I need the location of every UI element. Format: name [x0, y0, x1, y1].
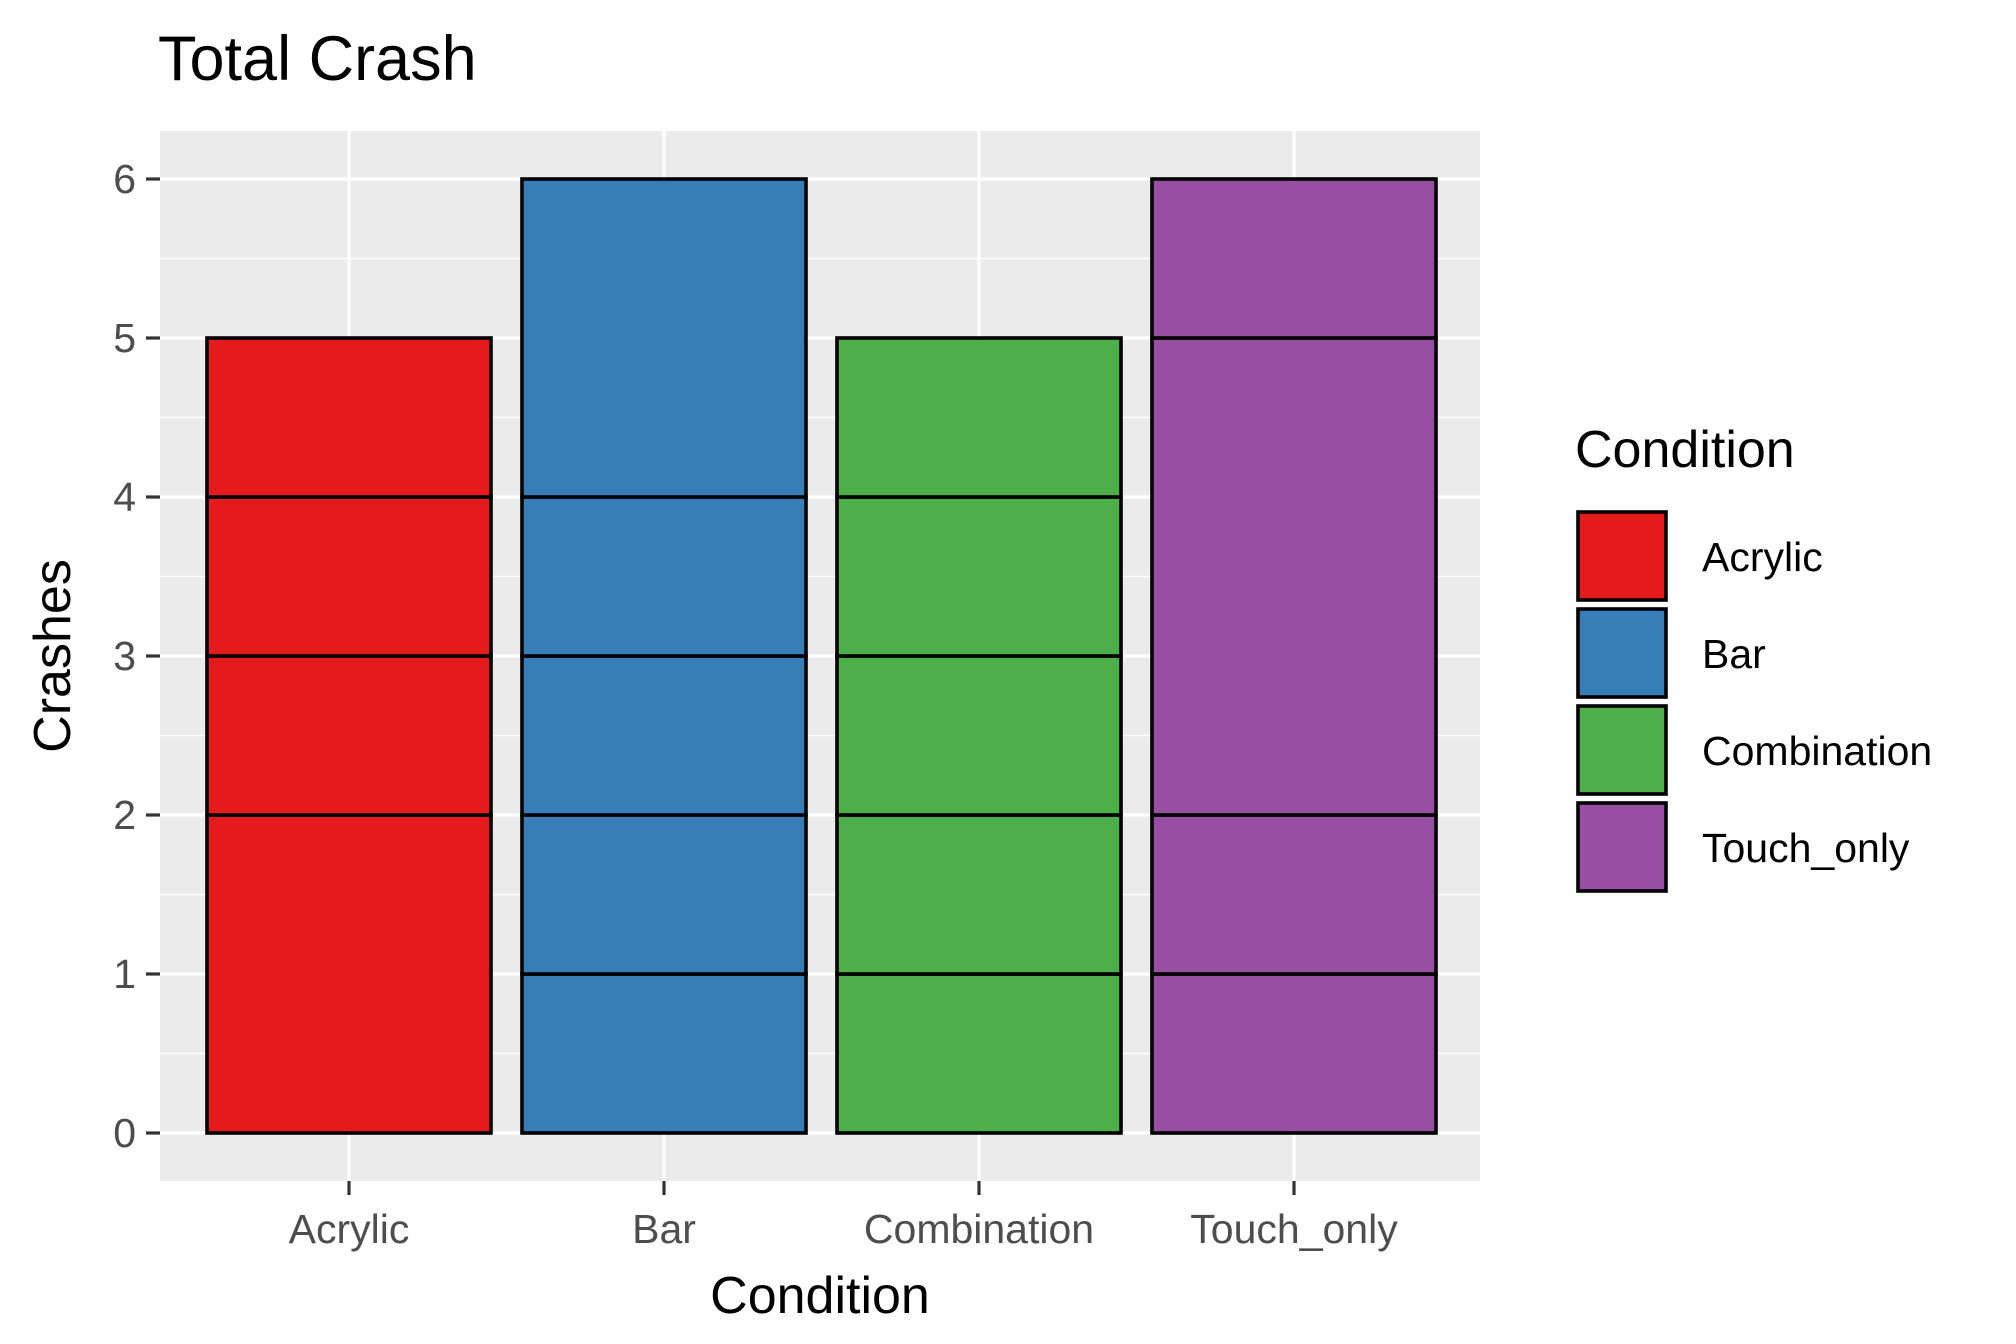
y-tick-label: 1: [113, 951, 136, 997]
legend: Condition Acrylic Bar Combination Touch_onl…: [1575, 421, 1932, 893]
bar-segment-touch-only: [1150, 177, 1438, 340]
y-tick-label: 0: [113, 1110, 136, 1156]
y-axis: 0 1 2 3 4 5 6: [113, 156, 160, 1156]
legend-label: Acrylic: [1702, 534, 1823, 580]
y-tick-label: 4: [113, 474, 136, 520]
chart-title: Total Crash: [158, 24, 477, 94]
legend-key-bar: [1576, 607, 1668, 699]
legend-key-acrylic: [1576, 510, 1668, 602]
y-tick-label: 2: [113, 792, 136, 838]
legend-label: Bar: [1702, 631, 1766, 677]
bar-segment-combination: [835, 654, 1123, 817]
bar-segment-touch-only: [1150, 813, 1438, 976]
x-tick-label: Bar: [632, 1206, 696, 1252]
bar-segment-bar: [520, 654, 808, 817]
x-tick-label: Touch_only: [1190, 1206, 1398, 1252]
bars: [205, 177, 1438, 1135]
bar-segment-bar: [520, 813, 808, 976]
bar-segment-bar: [520, 495, 808, 658]
bar-segment-combination: [835, 495, 1123, 658]
legend-key-touch-only: [1576, 801, 1668, 893]
bar-segment-combination: [835, 813, 1123, 976]
legend-title: Condition: [1575, 421, 1795, 479]
x-tick-label: Acrylic: [289, 1206, 410, 1252]
bar-segment-acrylic: [205, 495, 493, 658]
bar-segment-acrylic: [205, 336, 493, 499]
bar-segment-combination: [835, 336, 1123, 499]
bar-segment-touch-only: [1150, 972, 1438, 1135]
y-axis-title: Crashes: [24, 559, 82, 753]
legend-label: Touch_only: [1702, 825, 1910, 871]
bar-segment-touch-only: [1150, 336, 1438, 817]
y-tick-label: 6: [113, 156, 136, 202]
bar-segment-acrylic: [205, 654, 493, 817]
legend-label: Combination: [1702, 728, 1932, 774]
y-tick-label: 5: [113, 315, 136, 361]
y-tick-label: 3: [113, 633, 136, 679]
bar-segment-bar: [520, 177, 808, 499]
x-axis-title: Condition: [710, 1267, 930, 1325]
legend-items: Acrylic Bar Combination Touch_only: [1576, 510, 1932, 893]
legend-key-combination: [1576, 704, 1668, 796]
bar-segment-acrylic: [205, 813, 493, 1135]
x-tick-label: Combination: [864, 1206, 1094, 1252]
bar-segment-combination: [835, 972, 1123, 1135]
x-axis: Acrylic Bar Combination Touch_only: [289, 1181, 1398, 1252]
bar-segment-bar: [520, 972, 808, 1135]
